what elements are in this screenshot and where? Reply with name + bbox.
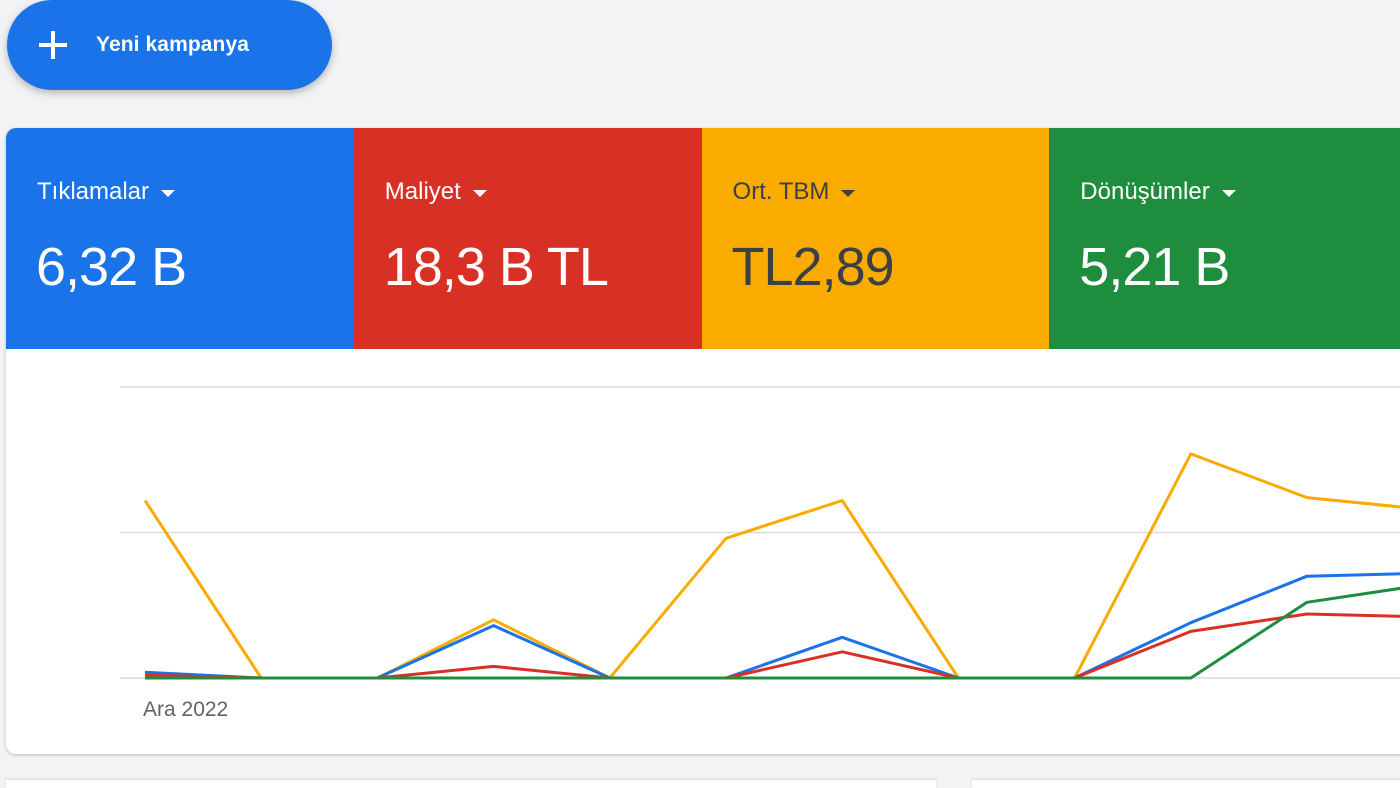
- performance-line-chart: Ara 2022: [120, 386, 1400, 721]
- series-line-0: [143, 452, 1400, 680]
- metric-label-cost: Maliyet: [384, 178, 461, 205]
- new-campaign-label: Yeni kampanya: [96, 33, 250, 56]
- dropdown-caret-icon: [1221, 190, 1236, 197]
- performance-card: Tıklamalar 6,32 B Maliyet 18,3 B TL Ort.…: [6, 128, 1400, 754]
- next-card-edge: [6, 780, 936, 788]
- new-campaign-button[interactable]: Yeni kampanya: [7, 0, 332, 90]
- series-line-3: [145, 586, 1400, 680]
- series-line-1: [144, 572, 1400, 680]
- metric-tile-avg-cpc[interactable]: Ort. TBM TL2,89: [701, 128, 1050, 349]
- metric-value-conversions: 5,21 B: [1079, 237, 1230, 297]
- x-tick-label: Ara 2022: [143, 698, 228, 721]
- metric-label-clicks: Tıklamalar: [37, 178, 150, 205]
- metric-selector-cost[interactable]: Maliyet: [385, 178, 487, 206]
- metric-tile-cost[interactable]: Maliyet 18,3 B TL: [353, 128, 702, 349]
- metric-selector-conversions[interactable]: Dönüşümler: [1080, 178, 1236, 206]
- metric-label-conversions: Dönüşümler: [1080, 178, 1210, 205]
- metric-tiles: Tıklamalar 6,32 B Maliyet 18,3 B TL Ort.…: [6, 128, 1400, 349]
- performance-chart[interactable]: Ara 2022: [6, 349, 1400, 754]
- metric-selector-avg-cpc[interactable]: Ort. TBM: [733, 178, 856, 206]
- metric-value-clicks: 6,32 B: [36, 237, 187, 297]
- dropdown-caret-icon: [472, 190, 487, 197]
- metric-value-avg-cpc: TL2,89: [731, 237, 895, 297]
- metric-tile-conversions[interactable]: Dönüşümler 5,21 B: [1049, 128, 1400, 349]
- metric-tile-clicks[interactable]: Tıklamalar 6,32 B: [6, 128, 354, 349]
- dropdown-caret-icon: [161, 190, 176, 197]
- metric-selector-clicks[interactable]: Tıklamalar: [37, 178, 176, 206]
- metric-label-avg-cpc: Ort. TBM: [732, 178, 830, 205]
- plus-icon: [37, 29, 69, 61]
- dropdown-caret-icon: [841, 190, 856, 197]
- series-line-2: [144, 612, 1400, 680]
- next-card-edge-right: [972, 780, 1400, 788]
- metric-value-cost: 18,3 B TL: [383, 237, 609, 297]
